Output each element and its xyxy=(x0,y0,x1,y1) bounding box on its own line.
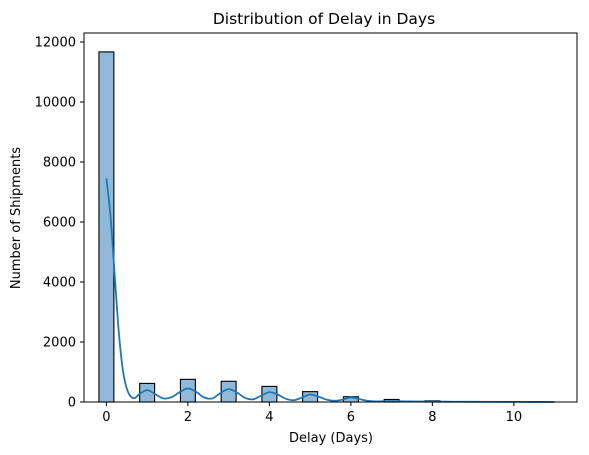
x-tick-label: 2 xyxy=(184,410,192,425)
y-tick-label: 0 xyxy=(68,396,76,411)
y-tick-label: 2000 xyxy=(43,336,76,351)
axes-layer: 0 2 4 6 8 10 0 2000 4000 6000 8000 10000 12000 xyxy=(35,32,578,425)
x-tick-label: 0 xyxy=(102,410,110,425)
x-tick-label: 4 xyxy=(265,410,273,425)
y-tick-label: 10000 xyxy=(35,96,76,111)
y-tick-label: 4000 xyxy=(43,276,76,291)
plot-frame xyxy=(83,32,578,403)
y-tick-label: 12000 xyxy=(35,36,76,51)
x-tick-label: 10 xyxy=(506,410,523,425)
x-axis-label: Delay (Days) xyxy=(289,431,373,446)
y-tick-label: 8000 xyxy=(43,156,76,171)
x-tick-label: 6 xyxy=(347,410,355,425)
kde-layer xyxy=(105,178,555,403)
x-tick-label: 8 xyxy=(428,410,436,425)
kde-line xyxy=(105,178,555,403)
y-axis-label: Number of Shipments xyxy=(9,147,24,289)
y-tick-label: 6000 xyxy=(43,216,76,231)
chart-title: Distribution of Delay in Days xyxy=(213,10,435,28)
